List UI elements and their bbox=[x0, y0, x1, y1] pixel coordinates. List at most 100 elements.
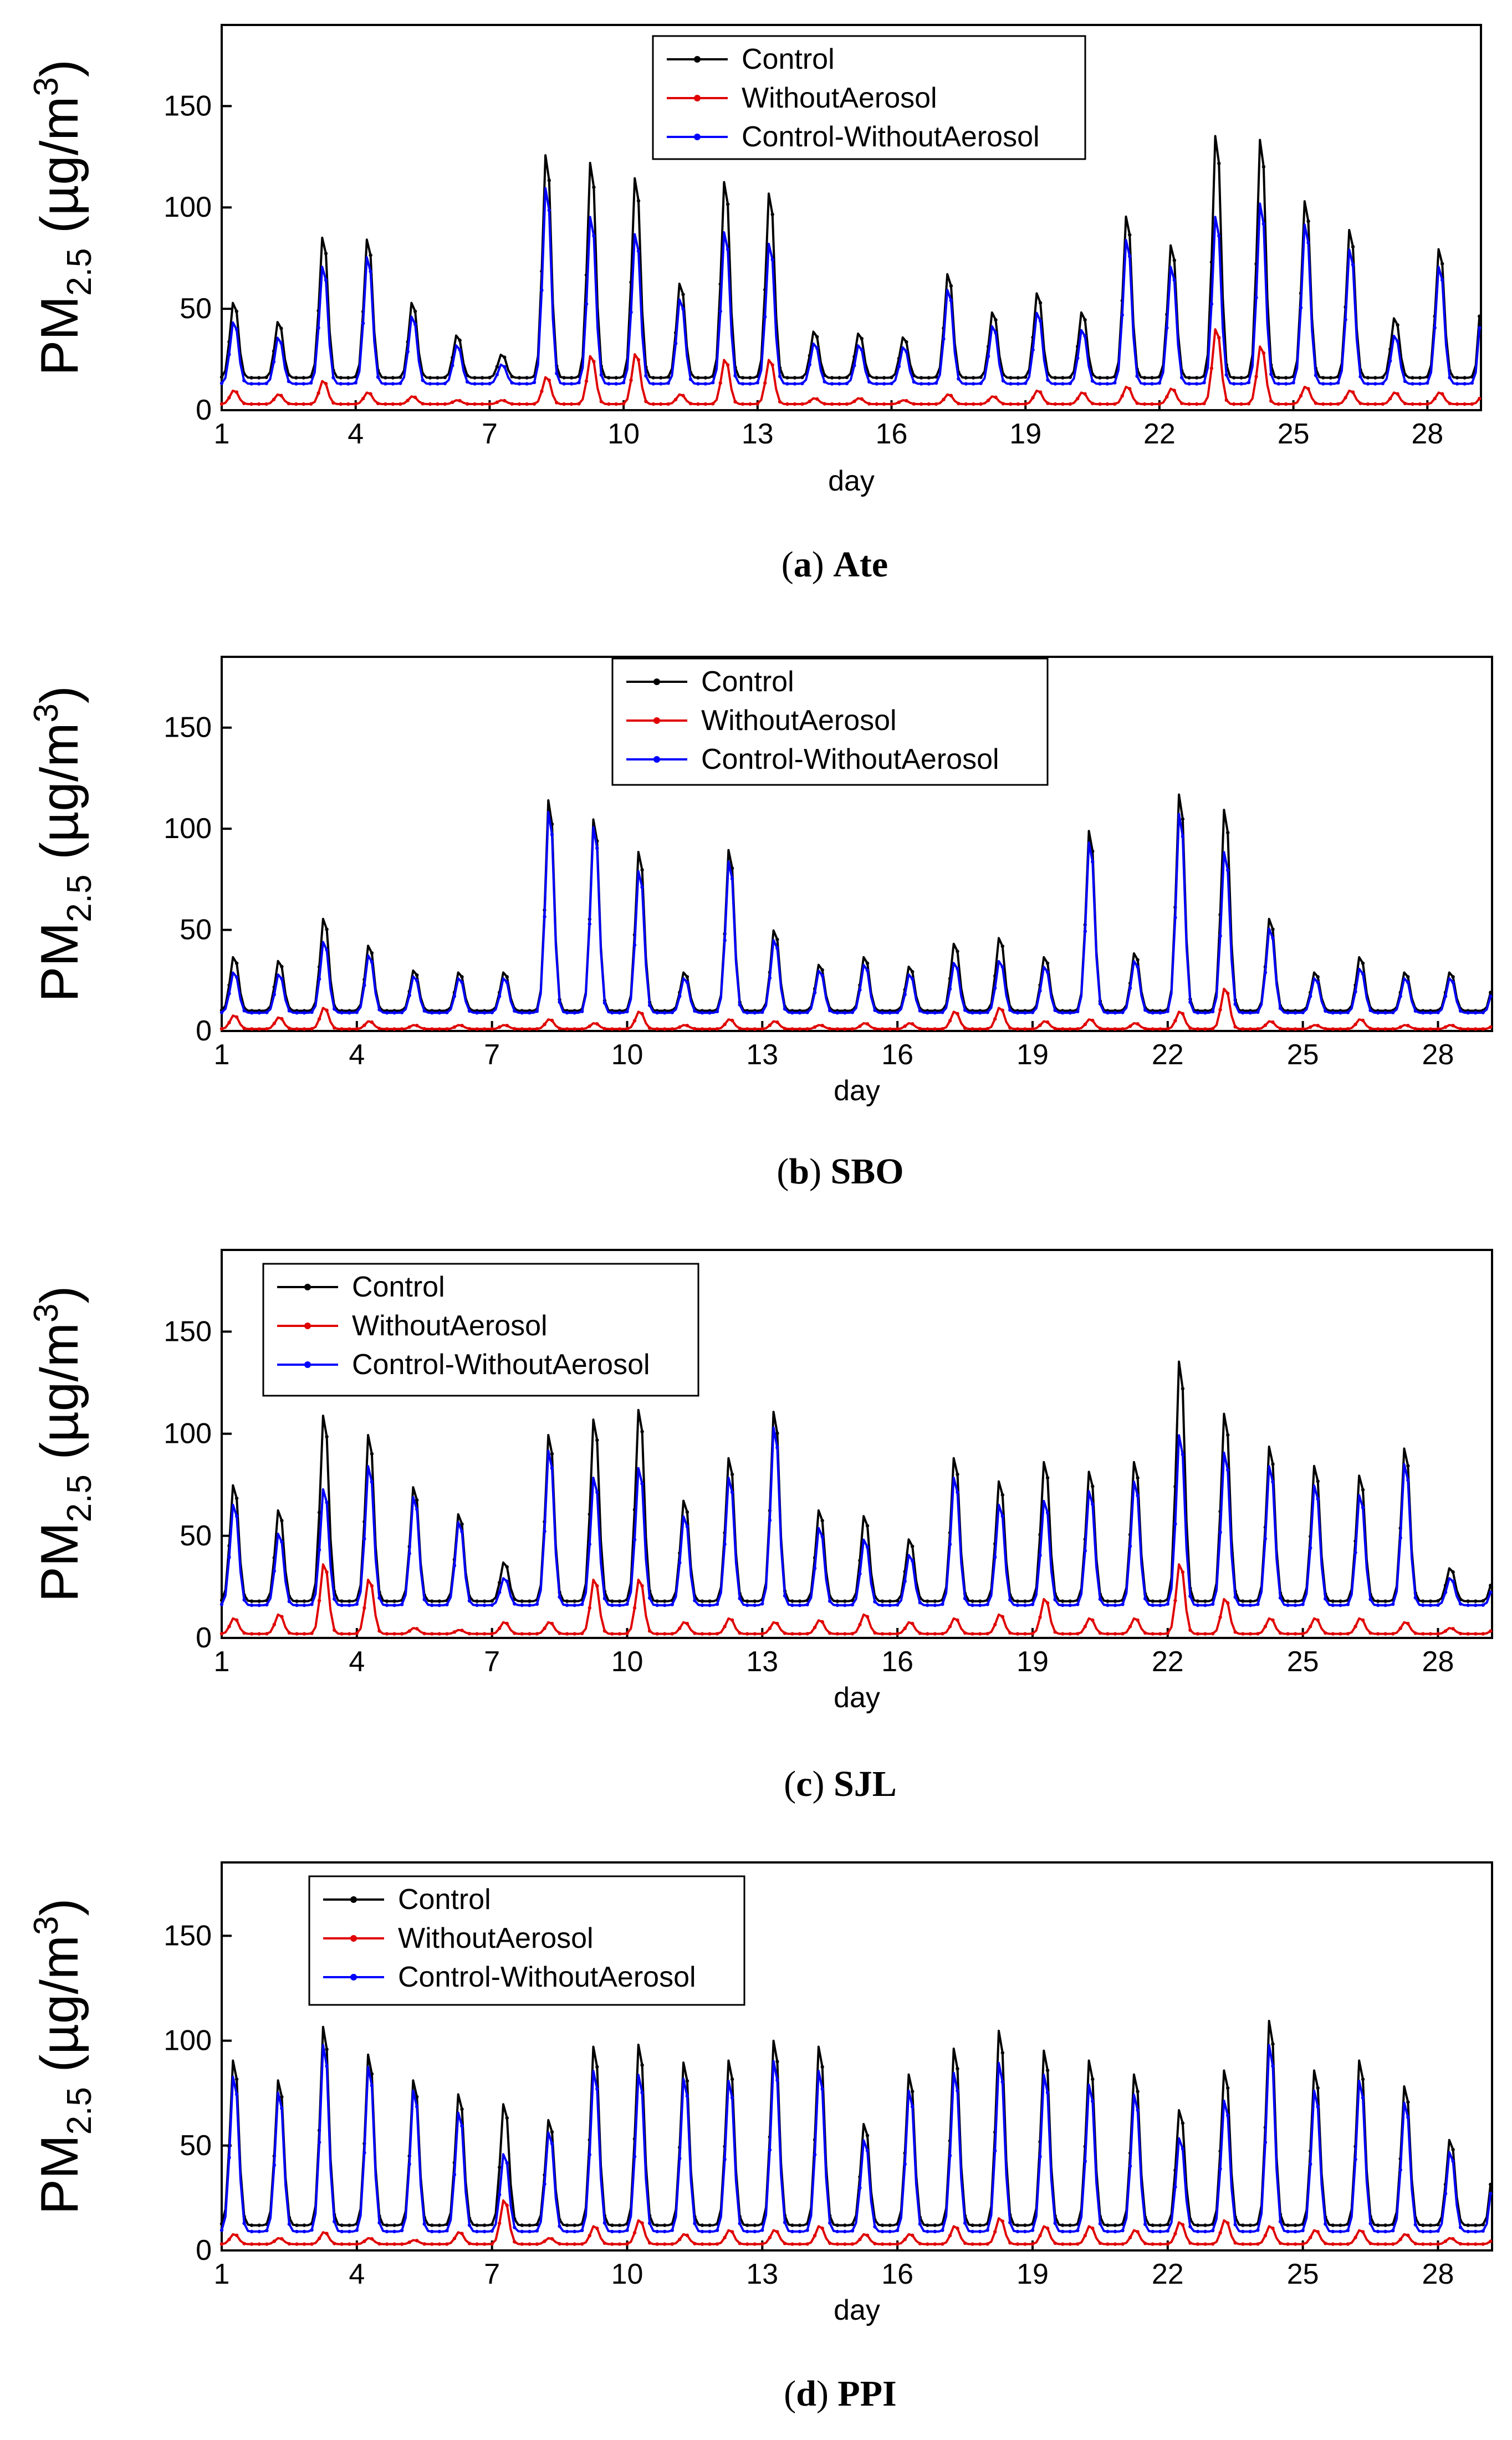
series-marker bbox=[1436, 2229, 1440, 2233]
series-marker bbox=[1421, 1599, 1425, 1603]
series-marker bbox=[309, 402, 313, 406]
series-marker bbox=[1157, 381, 1162, 385]
series-marker bbox=[1098, 402, 1102, 406]
y-tick-label: 0 bbox=[196, 2234, 212, 2267]
series-marker bbox=[730, 1490, 734, 1494]
series-marker bbox=[1105, 376, 1110, 380]
series-marker bbox=[1181, 2223, 1185, 2227]
series-marker bbox=[1045, 2091, 1050, 2095]
series-marker bbox=[595, 2087, 599, 2091]
series-marker bbox=[580, 2242, 584, 2246]
series-marker bbox=[820, 1620, 824, 1624]
series-marker bbox=[708, 1603, 712, 1607]
series-marker bbox=[956, 1618, 959, 1622]
series-marker bbox=[510, 375, 514, 379]
series-marker bbox=[933, 1603, 937, 1607]
series-marker bbox=[1428, 1599, 1433, 1603]
series-marker bbox=[520, 1599, 524, 1603]
series-marker bbox=[1481, 2223, 1485, 2227]
series-marker bbox=[310, 1027, 314, 1031]
series-marker bbox=[865, 1022, 870, 1026]
series-marker bbox=[234, 975, 239, 979]
series-marker bbox=[1143, 2242, 1147, 2245]
series-marker bbox=[1015, 2229, 1020, 2234]
series-marker bbox=[629, 310, 633, 314]
series-marker bbox=[1181, 1012, 1185, 1016]
series-marker bbox=[1233, 2241, 1237, 2245]
series-marker bbox=[663, 2242, 667, 2246]
series-marker bbox=[1474, 1599, 1478, 1603]
series-marker bbox=[1150, 382, 1154, 386]
series-marker bbox=[505, 1579, 509, 1583]
series-marker bbox=[956, 2089, 959, 2093]
series-marker bbox=[948, 1019, 952, 1023]
series-marker bbox=[1233, 1595, 1237, 1599]
series-marker bbox=[1061, 1599, 1065, 1603]
series-marker bbox=[1023, 1599, 1027, 1603]
series-marker bbox=[460, 1522, 464, 1526]
series-marker bbox=[948, 1625, 952, 1629]
legend: ControlWithoutAerosolControl-WithoutAero… bbox=[652, 35, 1086, 160]
series-marker bbox=[294, 376, 298, 380]
series-marker bbox=[1247, 380, 1251, 385]
series-marker bbox=[745, 1632, 749, 1636]
series-marker bbox=[956, 950, 959, 953]
series-marker bbox=[584, 379, 589, 383]
series-marker bbox=[964, 376, 968, 380]
series-marker bbox=[317, 1548, 321, 1552]
series-marker bbox=[592, 185, 596, 189]
series-marker bbox=[895, 1599, 900, 1602]
series-marker bbox=[1023, 1011, 1027, 1015]
series-marker bbox=[1489, 2182, 1493, 2187]
plot-frame bbox=[221, 1249, 1493, 1639]
series-marker bbox=[565, 1010, 569, 1015]
series-marker bbox=[1158, 1599, 1162, 1603]
series-marker bbox=[1271, 1020, 1275, 1024]
series-marker bbox=[1316, 1024, 1320, 1028]
x-tick-label: 10 bbox=[611, 1646, 643, 1678]
series-marker bbox=[407, 1629, 411, 1633]
series-marker bbox=[948, 987, 952, 991]
series-marker bbox=[510, 381, 514, 385]
legend-label: Control-WithoutAerosol bbox=[398, 1961, 696, 1993]
series-marker bbox=[1339, 1027, 1342, 1031]
series-marker bbox=[963, 2241, 967, 2245]
series-marker bbox=[588, 922, 592, 926]
series-marker bbox=[1413, 2223, 1417, 2227]
series-marker bbox=[740, 402, 745, 406]
series-marker bbox=[295, 1011, 299, 1015]
series-marker bbox=[640, 868, 644, 872]
series-marker bbox=[362, 2239, 366, 2243]
series-marker bbox=[880, 1603, 885, 1607]
series-marker bbox=[565, 1027, 569, 1031]
series-marker bbox=[577, 402, 581, 406]
series-marker bbox=[1373, 376, 1377, 380]
series-marker bbox=[1329, 376, 1332, 380]
x-tick-label: 1 bbox=[214, 2258, 230, 2290]
series-marker bbox=[264, 381, 268, 385]
series-marker bbox=[272, 360, 276, 364]
series-marker bbox=[783, 1594, 787, 1598]
series-marker bbox=[535, 1632, 539, 1636]
series-marker bbox=[632, 943, 637, 947]
series-marker bbox=[903, 2237, 907, 2242]
series-marker bbox=[888, 2223, 892, 2227]
series-marker bbox=[280, 2095, 284, 2099]
series-marker bbox=[647, 1596, 652, 1600]
series-marker bbox=[941, 2228, 944, 2232]
series-marker bbox=[903, 1024, 907, 1028]
series-marker bbox=[933, 1599, 937, 1603]
series-marker bbox=[994, 318, 998, 322]
series-marker bbox=[920, 402, 923, 406]
series-marker bbox=[325, 2232, 329, 2235]
series-marker bbox=[1091, 1018, 1095, 1023]
series-marker bbox=[392, 1599, 396, 1603]
series-marker bbox=[1291, 381, 1295, 385]
series-marker bbox=[1000, 945, 1005, 948]
series-marker bbox=[723, 1542, 727, 1546]
series-marker bbox=[911, 969, 915, 974]
series-marker bbox=[333, 1026, 336, 1030]
series-marker bbox=[926, 1632, 929, 1636]
series-marker bbox=[1196, 2223, 1200, 2227]
series-marker bbox=[370, 960, 374, 964]
